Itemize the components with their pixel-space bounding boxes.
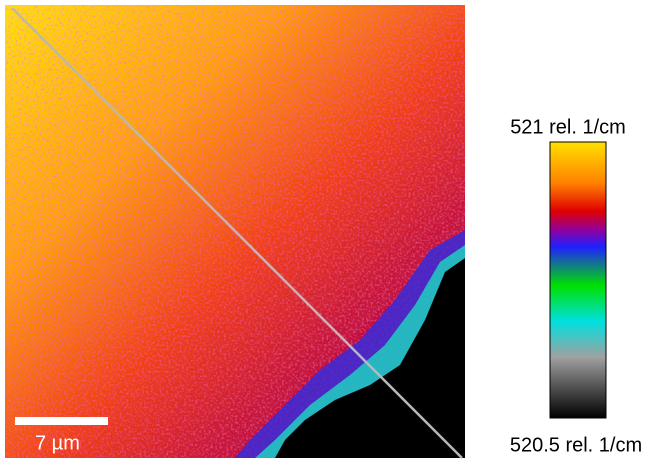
scale-bar-label: 7 µm	[35, 432, 80, 454]
colorbar: 521 rel. 1/cm 520.5 rel. 1/cm	[510, 116, 642, 456]
colorbar-max-label: 521 rel. 1/cm	[510, 116, 626, 138]
colorbar-min-label: 520.5 rel. 1/cm	[510, 434, 642, 456]
page: 7 µm 521 rel. 1/cm 520.5 rel. 1/cm	[0, 0, 662, 462]
colorbar-scale	[550, 142, 606, 418]
scale-bar	[15, 417, 108, 425]
raman-map: 7 µm	[5, 5, 465, 458]
